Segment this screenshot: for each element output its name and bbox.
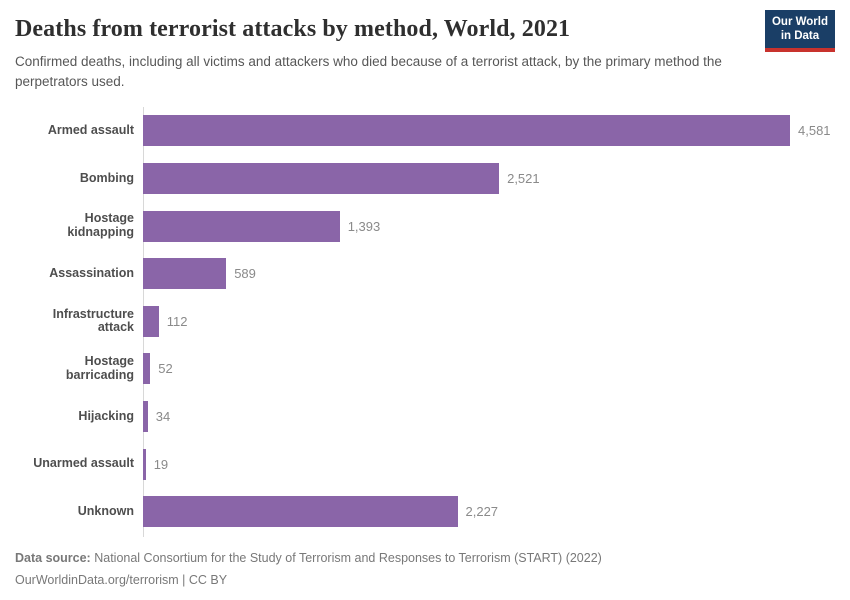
attribution-line[interactable]: OurWorldinData.org/terrorism | CC BY [15,573,228,587]
value-label: 589 [234,266,256,282]
value-label: 52 [158,361,173,377]
category-label: Assassination [49,265,134,280]
value-label: 1,393 [347,218,381,234]
bar-row: Unarmed assault 19 [15,440,835,488]
category-label: Hostage barricading [65,354,134,382]
category-label: Bombing [79,170,134,185]
bar-track: 2,227 [143,496,835,528]
value-label: 112 [166,313,188,329]
bar-row: Bombing 2,521 [15,155,835,203]
bar-row: Armed assault 4,581 [15,107,835,155]
value-label: 2,521 [507,171,540,187]
bar[interactable] [143,400,148,432]
category-label: Hostage kidnapping [67,211,134,240]
bar-track: 19 [143,448,835,480]
value-label: 19 [153,456,169,472]
bar-row: Infrastructure attack 112 [15,298,835,346]
category-label: Unarmed assault [33,456,134,471]
bar-track: 589 [143,258,835,290]
chart-header: Our World in Data Deaths from terrorist … [15,10,835,91]
category-label: Armed assault [47,123,134,138]
data-source-text: National Consortium for the Study of Ter… [94,551,602,566]
value-label: 4,581 [798,123,831,139]
data-source-line: Data source: National Consortium for the… [15,548,835,570]
bar[interactable] [143,448,146,480]
bar[interactable] [143,210,340,242]
bar-row: Hostage barricading 52 [15,345,835,393]
bar-row: Hijacking 34 [15,393,835,441]
bar[interactable] [143,115,790,147]
value-label: 2,227 [465,504,499,520]
bar-track: 52 [143,353,835,385]
bar-row: Assassination 589 [15,250,835,298]
bar[interactable] [143,163,500,195]
bar-track: 4,581 [143,115,835,147]
bar-row: Unknown 2,227 [15,488,835,536]
bar[interactable] [143,353,151,385]
bar[interactable] [143,496,458,528]
owid-logo-line2: in Data [780,30,820,43]
bar-track: 34 [143,400,835,432]
bar-track: 112 [143,305,835,337]
bar-track: 2,521 [143,163,835,195]
chart-subtitle: Confirmed deaths, including all victims … [15,54,722,89]
bar[interactable] [143,305,159,337]
owid-logo[interactable]: Our World in Data [764,10,835,52]
bar-chart: Armed assault 4,581 Bombing 2,521 Hostage ki… [15,107,835,538]
category-label: Unknown [77,503,134,518]
owid-logo-line1: Our World [771,16,828,28]
bar-row: Hostage kidnapping 1,393 [15,202,835,250]
value-label: 34 [155,408,171,424]
page-title: Deaths from terrorist attacks by method,… [15,16,571,42]
bar-track: 1,393 [143,210,835,242]
category-label: Infrastructure attack [52,306,134,335]
bar[interactable] [143,258,227,290]
chart-footer: Data source: National Consortium for the… [15,548,835,592]
data-source-label: Data source: [15,551,91,566]
category-label: Hijacking [78,408,134,423]
